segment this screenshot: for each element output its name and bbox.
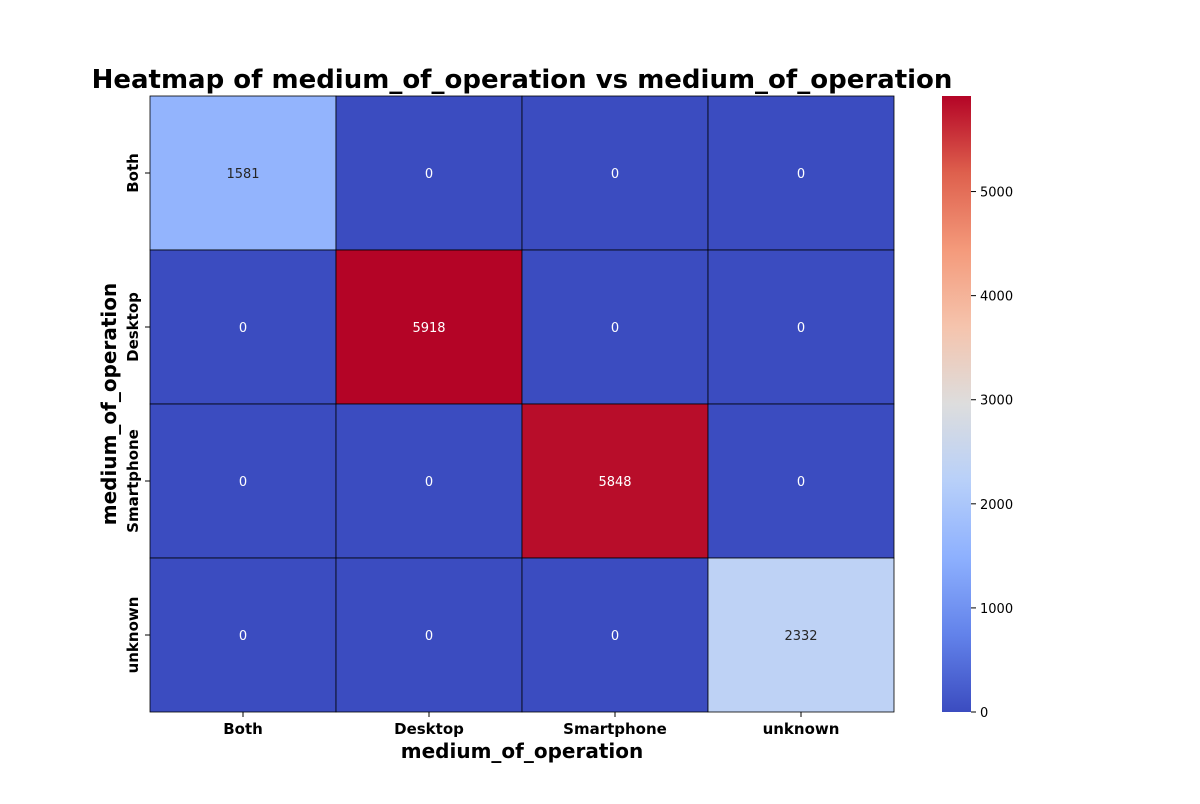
cell-annotation: 0 [425, 167, 433, 182]
heatmap-cell [707, 249, 895, 405]
cell-annotation: 0 [611, 629, 619, 644]
x-tick-label: Desktop [394, 720, 464, 738]
y-tick-label: unknown [124, 597, 142, 674]
cell-annotation: 0 [425, 475, 433, 490]
chart-title: Heatmap of medium_of_operation vs medium… [92, 65, 953, 95]
colorbar-ticks: 0 1000 2000 3000 4000 5000 [971, 186, 1013, 721]
heatmap-cell [521, 95, 709, 251]
cell-annotation: 1581 [226, 167, 259, 182]
heatmap-cell [521, 249, 709, 405]
cell-annotation: 0 [797, 475, 805, 490]
y-tick-label: Both [124, 153, 142, 193]
heatmap-cell [335, 95, 523, 251]
heatmap-cell [335, 557, 523, 713]
heatmap-cell [335, 403, 523, 559]
y-axis-ticks: Both Desktop Smartphone unknown [124, 153, 150, 673]
x-axis-ticks: Both Desktop Smartphone unknown [223, 712, 839, 738]
colorbar-tick-label: 4000 [980, 290, 1013, 305]
y-tick-label: Smartphone [124, 429, 142, 533]
cell-annotations: 1581 0 0 0 0 5918 0 0 0 0 5848 0 0 0 0 2332 [226, 167, 817, 644]
heatmap-cell [521, 557, 709, 713]
heatmap-cell [149, 95, 337, 251]
x-axis-label: medium_of_operation [401, 739, 643, 763]
cell-annotation: 0 [425, 629, 433, 644]
heatmap-cell [707, 95, 895, 251]
x-tick-label: Smartphone [563, 720, 667, 738]
colorbar-tick-label: 2000 [980, 498, 1013, 513]
heatmap-cell [149, 249, 337, 405]
colorbar [942, 96, 971, 712]
cell-annotation: 0 [611, 167, 619, 182]
cell-annotation: 2332 [784, 629, 817, 644]
heatmap-cell [707, 557, 895, 713]
colorbar-tick-label: 0 [980, 706, 988, 721]
colorbar-tick-label: 3000 [980, 394, 1013, 409]
cell-annotation: 0 [611, 321, 619, 336]
cell-annotation: 0 [239, 321, 247, 336]
heatmap-cells [149, 95, 895, 713]
cell-annotation: 5848 [598, 475, 631, 490]
x-tick-label: Both [223, 720, 263, 738]
cell-annotation: 0 [797, 167, 805, 182]
heatmap-cell [335, 249, 523, 405]
cell-annotation: 0 [239, 475, 247, 490]
y-tick-label: Desktop [124, 292, 142, 362]
cell-annotation: 5918 [412, 321, 445, 336]
cell-annotation: 0 [797, 321, 805, 336]
x-tick-label: unknown [763, 720, 840, 738]
heatmap-cell [707, 403, 895, 559]
cell-annotation: 0 [239, 629, 247, 644]
colorbar-tick-label: 1000 [980, 602, 1013, 617]
colorbar-tick-label: 5000 [980, 186, 1013, 201]
y-axis-label: medium_of_operation [97, 283, 121, 525]
heatmap-cell [149, 557, 337, 713]
